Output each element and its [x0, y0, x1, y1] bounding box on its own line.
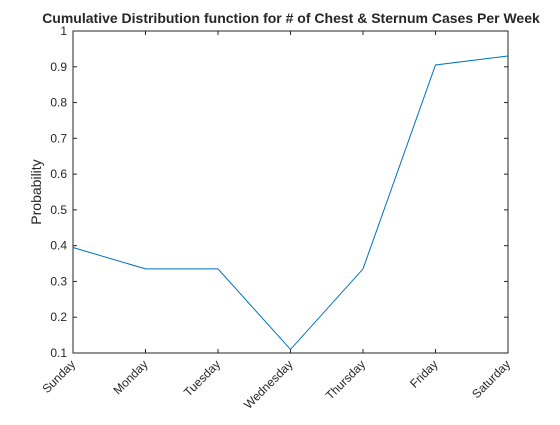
y-tick-label: 0.4: [50, 239, 67, 253]
y-axis-label: Probability: [28, 159, 44, 224]
y-tick-label: 0.8: [50, 96, 67, 110]
x-tick-label: Wednesday: [241, 357, 296, 412]
y-tick-label: 0.3: [50, 274, 67, 288]
y-tick-label: 0.7: [50, 131, 67, 145]
x-tick-label: Tuesday: [181, 357, 223, 399]
plot-area-box: [73, 31, 508, 353]
axes: [73, 31, 508, 353]
x-axis-ticks: Sunday Monday Tuesday Wednesday Thursday Frid…: [39, 31, 513, 412]
x-tick-label: Thursday: [323, 357, 368, 402]
y-tick-label: 0.5: [50, 203, 67, 217]
x-tick-label: Sunday: [39, 357, 78, 396]
y-tick-label: 0.1: [50, 346, 67, 360]
series-group: [73, 56, 508, 349]
chart-title: Cumulative Distribution function for # o…: [42, 10, 540, 26]
y-tick-label: 0.6: [50, 167, 67, 181]
y-tick-label: 1: [60, 24, 67, 38]
y-tick-label: 0.2: [50, 310, 67, 324]
x-tick-label: Monday: [111, 357, 151, 397]
x-tick-label: Friday: [407, 357, 440, 390]
x-tick-label: Saturday: [469, 357, 513, 401]
series-line: [73, 56, 508, 349]
y-tick-label: 0.9: [50, 60, 67, 74]
y-axis-ticks: 0.1 0.2 0.3 0.4 0.5 0.6 0.7 0.8 0.9 1: [50, 24, 508, 360]
